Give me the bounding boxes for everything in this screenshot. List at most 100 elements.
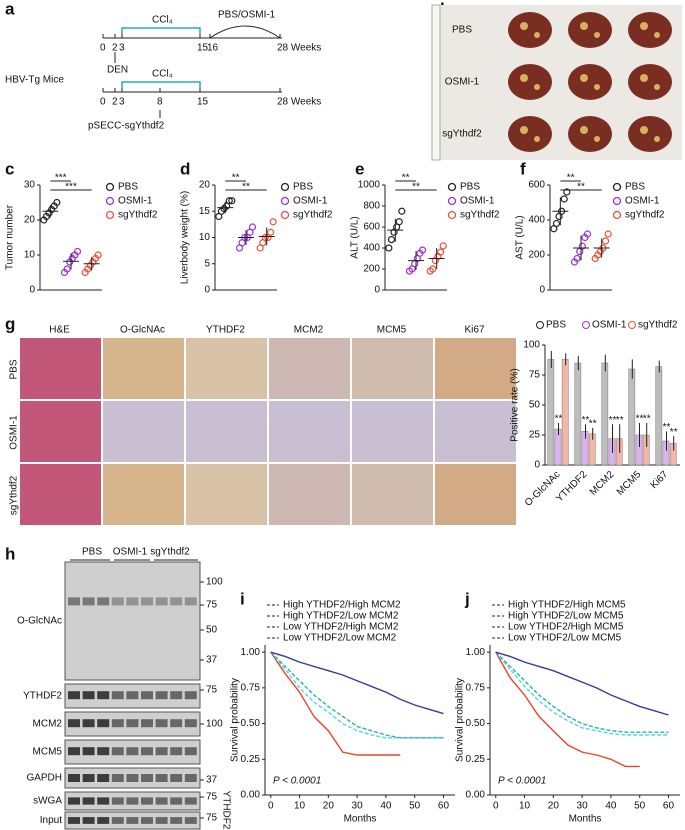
legend-marker (447, 210, 457, 220)
band (82, 719, 95, 728)
band (184, 747, 197, 756)
histology-image (186, 338, 267, 399)
band (97, 597, 110, 606)
legend-marker (105, 196, 115, 206)
nodule (520, 22, 528, 30)
band (68, 797, 80, 805)
marker-label: 75 (206, 792, 218, 803)
band (155, 817, 168, 824)
legend-label: High YTHDF2/High MCM2 (283, 600, 401, 611)
y-axis-label: AST (U/L) (515, 215, 526, 259)
band (68, 597, 80, 606)
liver (628, 116, 672, 152)
histology-image (352, 401, 433, 462)
band (126, 691, 139, 700)
marker-label: 37 (206, 655, 218, 666)
nodule (640, 22, 648, 30)
timeline-tick: 3 (119, 97, 125, 108)
histology-image (269, 464, 350, 525)
data-point (429, 265, 437, 273)
nodule (594, 32, 600, 38)
bar (561, 359, 569, 466)
band (170, 597, 183, 606)
data-point (436, 248, 445, 256)
band (170, 747, 183, 756)
y-tick-label: 20 (24, 215, 36, 226)
y-tick-label: 75 (529, 370, 541, 381)
significance-label: ** (242, 182, 250, 193)
significance-label: ** (582, 415, 590, 426)
panel-letter: f (520, 159, 526, 178)
survival-curve (270, 651, 444, 715)
timeline-tick: 8 (157, 97, 163, 108)
band (82, 797, 95, 805)
y-tick-label: 0.25 (466, 754, 486, 765)
nodule (640, 74, 648, 82)
band (141, 817, 153, 824)
significance-label: ** (232, 173, 240, 184)
histology-image (435, 401, 516, 462)
nodule (654, 84, 660, 90)
histology-image (20, 338, 101, 399)
band (155, 691, 168, 700)
data-point (385, 244, 393, 252)
data-point (53, 198, 61, 207)
nodule (580, 22, 588, 30)
y-tick-label: 30 (24, 180, 36, 191)
band (170, 817, 183, 824)
band (170, 691, 183, 700)
blot-label: MCM5 (33, 747, 63, 758)
band (170, 797, 183, 805)
band (184, 719, 197, 728)
band (155, 719, 168, 728)
mouse-label: HBV-Tg Mice (5, 75, 64, 86)
histology-image (20, 401, 101, 462)
x-tick-label: 40 (380, 801, 392, 812)
x-tick-label: 60 (663, 801, 675, 812)
panel-letter: d (180, 159, 190, 178)
band (68, 691, 80, 700)
stain-label: Ki67 (464, 325, 484, 336)
band (126, 797, 139, 805)
band (184, 691, 197, 700)
significance-label: ** (643, 414, 651, 425)
band (111, 719, 124, 728)
data-point (94, 251, 102, 259)
band (141, 719, 153, 728)
y-tick-label: 10 (24, 250, 36, 261)
stain-label: MCM2 (294, 325, 324, 336)
x-tick-label: 0 (493, 801, 499, 812)
legend-label: OSMI-1 (460, 196, 495, 207)
y-tick-label: 600 (528, 180, 545, 191)
data-point (573, 254, 581, 263)
band (141, 774, 153, 782)
data-point (604, 230, 612, 238)
band (111, 747, 124, 756)
legend-label: OSMI-1 (625, 196, 660, 207)
band (68, 719, 80, 728)
marker-label: 100 (206, 577, 223, 588)
significance-label: *** (55, 173, 67, 184)
nodule (580, 126, 588, 134)
band (184, 797, 197, 805)
x-tick-label: 20 (548, 801, 560, 812)
histology-image (269, 338, 350, 399)
band (141, 797, 153, 805)
band (155, 747, 168, 756)
band (111, 797, 124, 805)
legend-label: High YTHDF2/Low MCM5 (508, 611, 624, 622)
y-tick-label: 0 (534, 460, 540, 471)
histology-image (186, 464, 267, 525)
data-point (578, 242, 586, 250)
band (155, 774, 168, 782)
pulldown-label: YTHDF2 (220, 791, 231, 830)
blot-label: YTHDF2 (23, 691, 62, 702)
stain-label: MCM5 (377, 325, 407, 336)
nodule (534, 136, 540, 142)
marker-label: 75 (206, 600, 218, 611)
liver (568, 116, 612, 152)
legend-label: High YTHDF2/High MCM5 (508, 600, 626, 611)
band (111, 691, 124, 700)
survival-curve (495, 651, 640, 768)
